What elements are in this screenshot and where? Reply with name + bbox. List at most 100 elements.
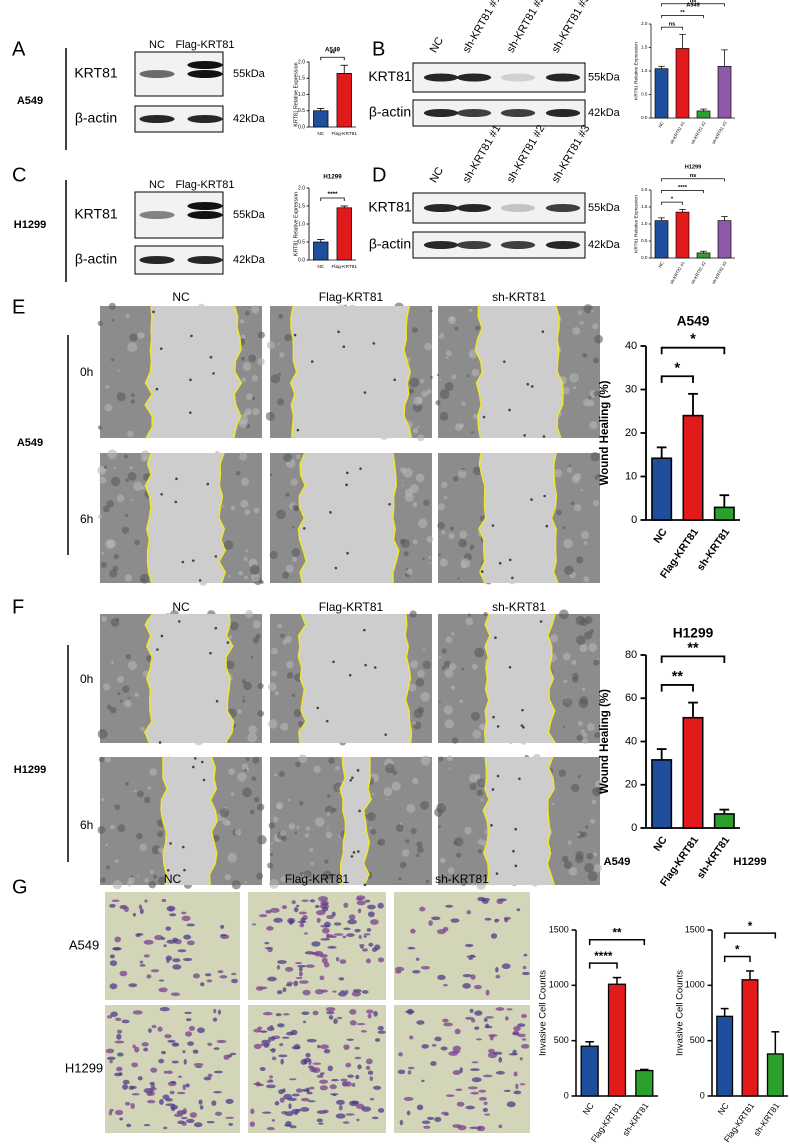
micrograph-texture <box>109 706 117 714</box>
stained-cell <box>170 1080 176 1084</box>
stained-cell <box>267 947 273 953</box>
stained-cell <box>266 1080 274 1083</box>
stained-cell <box>289 1125 297 1129</box>
micrograph-texture <box>116 494 125 503</box>
panel-letter: C <box>12 164 26 186</box>
micrograph-texture <box>573 386 576 390</box>
micrograph-texture <box>461 667 465 671</box>
micrograph-texture <box>471 663 478 670</box>
y-axis-label: KRT81 Relative Expression <box>293 62 299 126</box>
wound-edge <box>160 756 168 886</box>
micrograph-texture <box>417 425 420 429</box>
micrograph-texture <box>228 635 233 639</box>
stained-cell <box>165 926 172 931</box>
micrograph-texture <box>108 302 116 310</box>
lane-label: Flag-KRT81 <box>175 39 234 51</box>
stained-cell <box>293 980 299 987</box>
micrograph-texture <box>222 818 230 826</box>
band <box>500 241 536 249</box>
row-label: 0h <box>80 365 93 379</box>
cell-debris <box>530 385 534 388</box>
stained-cell <box>279 1042 284 1047</box>
micrograph-texture <box>98 756 105 763</box>
micrograph-texture <box>446 350 452 357</box>
stained-cell <box>182 1050 186 1054</box>
wound-edge <box>208 756 218 886</box>
micrograph-texture <box>581 687 586 692</box>
micrograph-texture <box>270 374 281 384</box>
micrograph-texture <box>113 466 117 470</box>
band <box>545 73 581 82</box>
stained-cell <box>361 948 369 952</box>
stained-cell <box>307 1100 316 1103</box>
lane-label: sh-KRT81 #1 <box>461 123 504 185</box>
micrograph-texture <box>395 824 404 832</box>
micrograph-texture <box>292 526 295 529</box>
stained-cell <box>346 1038 355 1041</box>
micrograph-texture <box>265 411 275 421</box>
y-tick-label: 1.5 <box>298 76 305 82</box>
stained-cell <box>182 1108 187 1114</box>
stained-cell <box>207 1042 213 1046</box>
x-tick-label: Flag-KRT81 <box>331 131 357 137</box>
wound-gap <box>290 306 412 438</box>
micrograph-texture <box>592 323 599 330</box>
stained-cell <box>154 935 164 941</box>
y-axis-label: Wound Healing (%) <box>599 380 611 485</box>
stained-cell <box>495 1007 505 1011</box>
stained-cell <box>126 1123 132 1128</box>
stained-cell <box>228 1122 234 1126</box>
micrograph-texture <box>243 412 248 417</box>
micrograph-texture <box>457 577 460 580</box>
micrograph-texture <box>439 378 442 381</box>
micrograph-texture <box>125 653 131 660</box>
cell-debris <box>329 511 332 514</box>
stained-cell <box>445 1094 455 1097</box>
micrograph-texture <box>423 499 430 506</box>
micrograph-texture <box>97 425 103 430</box>
micrograph-texture <box>298 721 304 727</box>
micrograph-texture <box>450 526 454 531</box>
micrograph-texture <box>563 538 573 549</box>
micrograph-texture <box>227 853 238 863</box>
stained-cell <box>474 984 482 990</box>
micrograph-texture <box>399 861 407 869</box>
stained-cell <box>434 1116 442 1122</box>
stained-cell <box>485 1023 490 1028</box>
stained-cell <box>326 914 335 920</box>
stained-cell <box>122 1079 130 1085</box>
y-tick-label: 1.0 <box>641 68 648 73</box>
error-bar <box>317 108 325 111</box>
stained-cell <box>343 927 351 930</box>
cell-debris <box>508 408 511 412</box>
band <box>423 109 459 117</box>
cell-label: A549 <box>17 95 43 107</box>
micrograph-texture <box>559 609 569 620</box>
stained-cell <box>195 1065 203 1068</box>
stained-cell <box>159 1098 164 1105</box>
wound-edge <box>546 613 556 744</box>
stained-cell <box>454 1028 461 1035</box>
micrograph-texture <box>239 319 245 324</box>
stained-cell <box>300 1097 310 1102</box>
stained-cell <box>252 1082 262 1086</box>
stained-cell <box>471 1018 476 1023</box>
micrograph-texture <box>105 385 110 389</box>
stained-cell <box>331 1078 339 1082</box>
bar <box>713 813 735 829</box>
bar <box>580 1045 599 1097</box>
stained-cell <box>309 1086 315 1090</box>
micrograph-texture <box>471 368 480 377</box>
y-tick-label: 0.0 <box>298 257 305 263</box>
micrograph-texture <box>469 782 477 791</box>
micrograph-texture <box>299 871 304 876</box>
wound-edge <box>550 452 559 584</box>
stained-cell <box>264 941 270 945</box>
bar <box>607 983 627 1097</box>
stained-cell <box>178 1075 182 1078</box>
micrograph-texture <box>99 476 107 484</box>
micrograph-texture <box>429 375 433 379</box>
micrograph-texture <box>438 756 444 762</box>
stained-cell <box>172 958 181 963</box>
micrograph-texture <box>576 734 583 742</box>
